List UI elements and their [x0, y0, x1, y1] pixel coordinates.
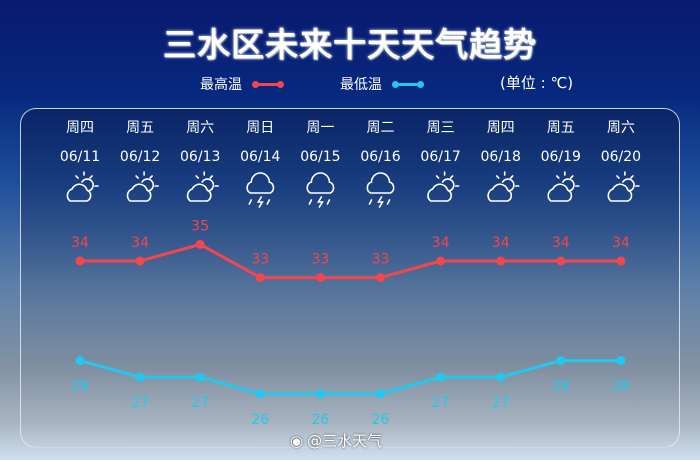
high-temp-label: 33: [251, 252, 269, 268]
high-temp-label: 34: [131, 235, 149, 251]
low-temp-label: 27: [131, 395, 149, 411]
high-temp-label: 35: [191, 218, 209, 234]
weibo-icon: ◉: [290, 431, 304, 450]
partly-cloudy-icon: [607, 171, 640, 202]
date-label: 06/16: [360, 149, 400, 165]
low-temp-label: 28: [552, 379, 570, 395]
high-temp-label: 34: [71, 235, 89, 251]
weekday-label: 周六: [607, 120, 635, 136]
partly-cloudy-icon: [547, 171, 580, 202]
high-temp-label: 34: [432, 235, 450, 251]
page-title: 三水区未来十天天气趋势: [163, 25, 537, 64]
high-temp-label: 34: [492, 235, 510, 251]
high-temp-label: 33: [311, 252, 329, 268]
low-temp-line: [79, 359, 621, 396]
low-temp-label: 26: [251, 412, 269, 428]
legend-high-label: 最高温: [200, 77, 242, 93]
low-temp-point: [135, 372, 145, 382]
low-temp-label: 26: [311, 412, 329, 428]
date-label: 06/20: [601, 149, 641, 165]
legend-high: 最高温: [200, 74, 284, 94]
low-temp-point: [496, 372, 506, 382]
high-temp-point: [616, 256, 626, 266]
high-temp-point: [315, 273, 325, 283]
weekday-label: 周一: [306, 120, 334, 136]
low-temp-point: [436, 372, 446, 382]
partly-cloudy-icon: [186, 171, 219, 202]
low-temp-label: 26: [372, 412, 390, 428]
high-temp-point: [436, 256, 446, 266]
low-temp-point: [255, 389, 265, 399]
legend-low-line: [392, 80, 424, 88]
weekday-label: 周三: [427, 120, 455, 136]
date-label: 06/19: [541, 149, 581, 165]
low-temp-label: 27: [191, 395, 209, 411]
low-temp-point: [616, 356, 626, 366]
partly-cloudy-icon: [66, 171, 99, 202]
weekday-label: 周四: [66, 120, 94, 136]
weekday-label: 周四: [487, 120, 515, 136]
watermark: ◉ @三水天气: [290, 430, 382, 451]
thunderstorm-icon: [246, 172, 275, 208]
date-label: 06/18: [481, 149, 521, 165]
low-temp-point: [195, 372, 205, 382]
low-temp-label: 27: [492, 395, 510, 411]
high-temp-point: [135, 256, 145, 266]
thunderstorm-icon: [366, 172, 395, 208]
legend-low: 最低温: [340, 74, 424, 94]
partly-cloudy-icon: [126, 171, 159, 202]
high-temp-point: [376, 273, 385, 283]
high-temp-label: 33: [372, 252, 390, 268]
low-temp-point: [376, 389, 385, 399]
thunderstorm-icon: [306, 172, 335, 208]
high-temp-point: [556, 256, 566, 266]
weekday-label: 周二: [367, 120, 395, 136]
high-temp-point: [75, 256, 85, 266]
weekday-label: 周六: [186, 120, 214, 136]
low-temp-point: [75, 356, 85, 366]
weekday-label: 周五: [126, 120, 154, 136]
high-temp-point: [255, 273, 265, 283]
high-temp-point: [195, 239, 205, 249]
low-temp-label: 28: [612, 379, 630, 395]
date-label: 06/11: [60, 149, 100, 165]
date-label: 06/14: [240, 149, 280, 165]
date-label: 06/13: [180, 149, 220, 165]
low-temp-point: [556, 356, 566, 366]
weekday-label: 周五: [547, 120, 575, 136]
high-temp-line: [80, 242, 621, 280]
low-temp-label: 27: [432, 395, 450, 411]
legend-high-line: [252, 80, 284, 88]
high-temp-label: 34: [552, 235, 570, 251]
watermark-text: @三水天气: [307, 432, 383, 450]
weekday-label: 周日: [246, 120, 274, 136]
unit-label: (单位 : ℃): [500, 74, 574, 92]
date-label: 06/12: [120, 149, 160, 165]
low-temp-label: 28: [71, 379, 89, 395]
partly-cloudy-icon: [427, 171, 460, 202]
date-label: 06/15: [300, 149, 340, 165]
high-temp-label: 34: [612, 235, 630, 251]
low-temp-point: [315, 389, 325, 399]
high-temp-point: [496, 256, 506, 266]
date-label: 06/17: [420, 149, 460, 165]
legend-low-label: 最低温: [340, 77, 382, 93]
partly-cloudy-icon: [487, 171, 520, 202]
